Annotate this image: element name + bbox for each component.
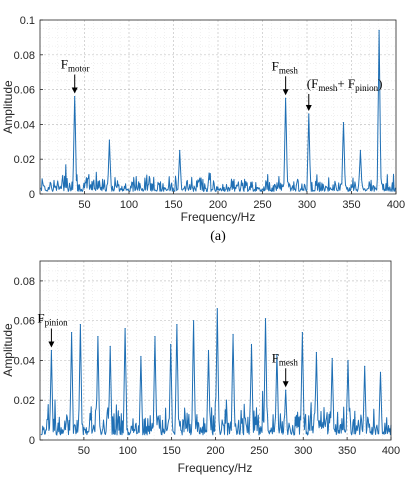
- peak-point-b-16: [276, 353, 278, 356]
- spectrum-line-a: [40, 29, 397, 192]
- y-tick-label: 0.08: [14, 276, 35, 288]
- x-tick-label: 350: [342, 199, 360, 211]
- peak-point-a-3: [208, 172, 210, 174]
- y-tick-label: 0.06: [14, 85, 35, 97]
- peak-point-b-21: [347, 359, 349, 362]
- peak-point-b-12: [216, 308, 218, 310]
- peak-point-b-2: [79, 324, 81, 326]
- annotation-label-a-1: Fmesh: [272, 58, 299, 75]
- peak-point-a-1: [108, 139, 111, 141]
- peak-point-b-9: [176, 324, 178, 326]
- peak-point-b-17: [285, 389, 287, 391]
- x-tick-label: 50: [78, 199, 90, 211]
- y-tick-label: 0.06: [14, 316, 35, 328]
- peak-point-b-0: [50, 349, 53, 352]
- x-tick-label: 400: [382, 445, 400, 457]
- y-tick-label: 0.1: [20, 15, 35, 27]
- xlabel-b: Frequency/Hz: [178, 461, 253, 475]
- xlabel-a: Frequency/Hz: [181, 210, 256, 224]
- annotation-arrow-head: [48, 341, 55, 348]
- spectrum-line-b: [40, 308, 392, 436]
- peak-point-b-18: [301, 332, 303, 334]
- y-tick-label: 0.04: [14, 119, 35, 131]
- ylabel-a: Amplitude: [1, 80, 15, 134]
- y-tick-label: 0.02: [14, 154, 35, 166]
- peak-point-b-23: [379, 371, 382, 373]
- y-tick-label: 0.04: [14, 355, 35, 367]
- x-tick-label: 300: [298, 199, 316, 211]
- annotations-b: Fpinion Fmesh: [37, 311, 298, 388]
- x-tick-label: 350: [338, 445, 356, 457]
- annotation-arrow-head: [282, 381, 289, 388]
- x-tick-label: 250: [253, 199, 271, 211]
- peak-point-a-0: [74, 95, 76, 98]
- y-tick-label: 0: [29, 435, 35, 447]
- annotations-a: Fmotor Fmesh (Fmesh+ Fpinion): [61, 57, 383, 111]
- peak-point-a-5: [308, 113, 310, 115]
- x-tick-label: 400: [387, 199, 405, 211]
- peak-point-b-10: [192, 320, 195, 322]
- annotation-arrow-head: [305, 104, 312, 111]
- peak-point-a-4: [285, 97, 287, 99]
- x-tick-label: 200: [206, 445, 224, 457]
- peak-point-b-6: [140, 355, 142, 358]
- x-tick-label: 300: [294, 445, 312, 457]
- peak-point-b-8: [170, 343, 172, 346]
- ticks-a: 50 100 150 200 250 300 350 400 0 0.02 0.04 0.06 0.08…: [14, 15, 406, 211]
- peak-point-b-3: [97, 335, 99, 338]
- x-tick-label: 200: [209, 199, 227, 211]
- annotation-arrow-head: [71, 87, 78, 94]
- chart-a: 50 100 150 200 250 300 350 400 0 0.02 0.04 0.06 0.08…: [1, 15, 405, 244]
- peak-point-b-13: [232, 333, 234, 336]
- x-tick-label: 50: [78, 445, 90, 457]
- peak-point-b-11: [207, 349, 210, 352]
- ylabel-b: Amplitude: [1, 323, 15, 377]
- x-tick-label: 100: [120, 199, 138, 211]
- peak-point-a-6: [342, 122, 345, 124]
- y-tick-label: 0: [29, 189, 35, 201]
- peak-point-a-2: [179, 149, 181, 152]
- peak-point-b-1: [70, 332, 73, 334]
- peak-point-a-8: [378, 29, 380, 32]
- annotation-label-a-0: Fmotor: [61, 57, 90, 74]
- peak-point-b-22: [364, 365, 366, 368]
- x-tick-label: 150: [164, 199, 182, 211]
- annotation-arrow-head: [282, 89, 289, 96]
- y-tick-label: 0.08: [14, 50, 35, 62]
- peak-point-b-19: [315, 351, 318, 354]
- peak-point-b-5: [124, 328, 126, 330]
- peak-point-b-4: [109, 345, 111, 348]
- annotation-label-b-0: Fpinion: [37, 311, 68, 328]
- annotation-label-a-2: (Fmesh+ Fpinion): [307, 76, 383, 93]
- caption-a: (a): [210, 229, 226, 244]
- x-tick-label: 250: [250, 445, 268, 457]
- x-tick-label: 150: [162, 445, 180, 457]
- y-tick-label: 0.02: [14, 395, 35, 407]
- peak-point-a-7: [359, 149, 361, 152]
- ticks-b: 50 100 150 200 250 300 350 400 0 0.02 0.04 0.06 0.08: [14, 276, 401, 457]
- peak-point-b-7: [154, 335, 156, 338]
- peak-point-b-15: [264, 318, 267, 320]
- peak-point-b-14: [250, 343, 253, 346]
- chart-b: 50 100 150 200 250 300 350 400 0 0.02 0.04 0.06 0.08…: [1, 260, 401, 475]
- peak-point-b-20: [331, 357, 333, 360]
- x-tick-label: 100: [119, 445, 137, 457]
- annotation-label-b-1: Fmesh: [272, 350, 299, 367]
